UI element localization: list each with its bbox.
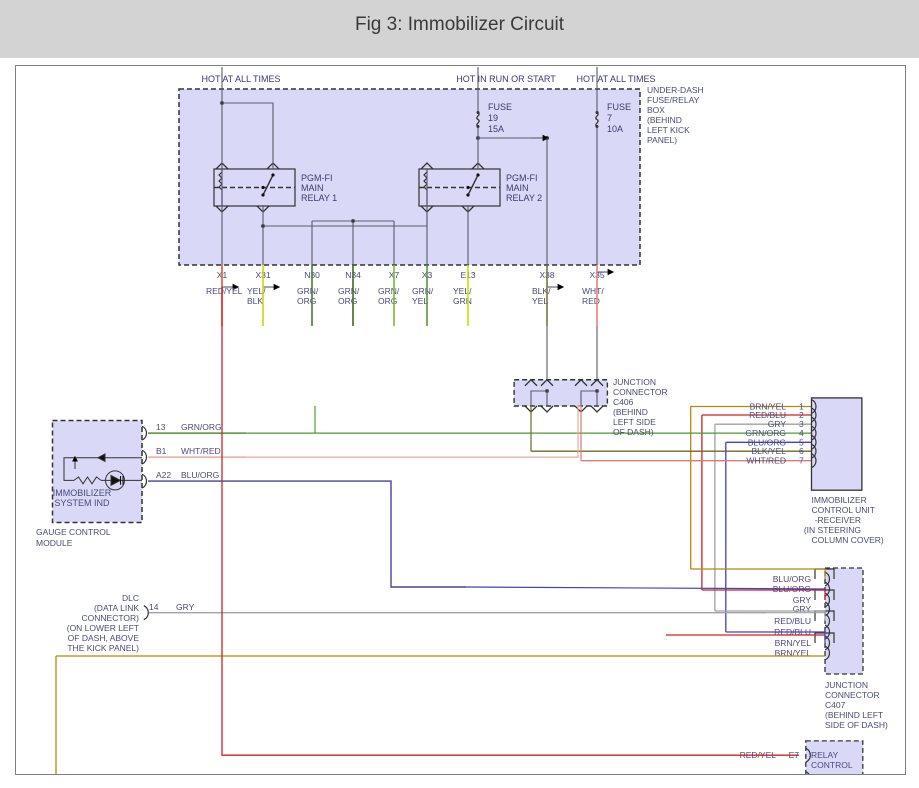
- svg-text:YEL: YEL: [412, 296, 428, 306]
- svg-text:BLU/ORG: BLU/ORG: [181, 470, 219, 480]
- svg-text:LEFT KICK: LEFT KICK: [647, 125, 690, 135]
- svg-text:C407: C407: [825, 700, 846, 710]
- svg-text:CONTROL UNIT: CONTROL UNIT: [812, 505, 875, 515]
- svg-text:GRY: GRY: [176, 602, 195, 612]
- svg-text:GRN/ORG: GRN/ORG: [181, 422, 222, 432]
- svg-text:JUNCTION: JUNCTION: [613, 377, 656, 387]
- svg-text:ORG: ORG: [297, 296, 316, 306]
- svg-text:PGM-FI: PGM-FI: [301, 173, 333, 183]
- svg-text:C406: C406: [613, 397, 634, 407]
- svg-text:BRN/YEL: BRN/YEL: [740, 773, 777, 774]
- svg-text:(BEHIND: (BEHIND: [613, 407, 648, 417]
- svg-text:PANEL): PANEL): [647, 135, 677, 145]
- svg-text:CONNECTOR): CONNECTOR): [82, 613, 140, 623]
- svg-text:7: 7: [607, 113, 612, 123]
- svg-text:COLUMN COVER): COLUMN COVER): [812, 535, 884, 545]
- svg-text:13: 13: [156, 422, 166, 432]
- svg-text:(DATA LINK: (DATA LINK: [94, 603, 139, 613]
- svg-text:WHT/RED: WHT/RED: [746, 456, 786, 466]
- svg-text:THE KICK PANEL): THE KICK PANEL): [67, 643, 139, 653]
- svg-text:7: 7: [799, 456, 804, 466]
- svg-text:GRN/: GRN/: [412, 286, 434, 296]
- svg-text:PGM-FI: PGM-FI: [506, 173, 538, 183]
- svg-text:RED/BLU: RED/BLU: [774, 616, 811, 626]
- svg-text:SYSTEM IND: SYSTEM IND: [54, 498, 110, 508]
- svg-text:IMMOBILIZER: IMMOBILIZER: [53, 488, 112, 498]
- svg-text:RELAY 2: RELAY 2: [506, 193, 542, 203]
- svg-text:HOT IN RUN OR START: HOT IN RUN OR START: [456, 74, 556, 84]
- svg-text:FUSE: FUSE: [488, 102, 512, 112]
- svg-text:BLK/: BLK/: [532, 286, 551, 296]
- svg-text:OF DASH): OF DASH): [613, 427, 654, 437]
- svg-text:6: 6: [799, 446, 804, 456]
- svg-text:CONNECTOR: CONNECTOR: [825, 690, 880, 700]
- svg-text:DLC: DLC: [122, 593, 139, 603]
- svg-text:MAIN: MAIN: [506, 183, 529, 193]
- svg-text:RELAY 1: RELAY 1: [301, 193, 337, 203]
- svg-text:GRN/: GRN/: [297, 286, 319, 296]
- svg-text:WHT/: WHT/: [582, 286, 604, 296]
- svg-text:BLK/YEL: BLK/YEL: [752, 446, 787, 456]
- svg-text:(ON LOWER LEFT: (ON LOWER LEFT: [67, 623, 139, 633]
- svg-text:15A: 15A: [488, 124, 504, 134]
- svg-text:CONNECTOR: CONNECTOR: [613, 387, 668, 397]
- svg-text:B1: B1: [156, 446, 167, 456]
- svg-text:-RECEIVER: -RECEIVER: [815, 515, 861, 525]
- svg-text:FUSE: FUSE: [607, 102, 631, 112]
- svg-text:(BEHIND LEFT: (BEHIND LEFT: [825, 710, 883, 720]
- svg-text:OF DASH, ABOVE: OF DASH, ABOVE: [68, 633, 140, 643]
- svg-text:BLK: BLK: [247, 296, 263, 306]
- svg-text:LEFT SIDE: LEFT SIDE: [613, 417, 656, 427]
- svg-text:BLU/ORG: BLU/ORG: [773, 574, 811, 584]
- svg-text:JUNCTION: JUNCTION: [825, 680, 868, 690]
- svg-text:ORG: ORG: [338, 296, 357, 306]
- svg-text:(IN STEERING: (IN STEERING: [804, 525, 861, 535]
- svg-text:GRN/: GRN/: [378, 286, 400, 296]
- svg-text:HOT AT ALL TIMES: HOT AT ALL TIMES: [576, 74, 655, 84]
- svg-text:14: 14: [149, 602, 159, 612]
- svg-text:YEL/: YEL/: [453, 286, 472, 296]
- svg-text:(BEHIND: (BEHIND: [647, 115, 682, 125]
- svg-text:MAIN: MAIN: [301, 183, 324, 193]
- svg-text:A22: A22: [156, 470, 171, 480]
- svg-text:CONTROL: CONTROL: [811, 760, 853, 770]
- svg-text:UNDER-DASH: UNDER-DASH: [647, 85, 704, 95]
- svg-text:GRN: GRN: [453, 296, 472, 306]
- svg-text:MODULE: MODULE: [36, 538, 73, 548]
- svg-text:YEL: YEL: [532, 296, 548, 306]
- svg-text:RELAY: RELAY: [811, 750, 839, 760]
- svg-text:HOT AT ALL TIMES: HOT AT ALL TIMES: [201, 74, 280, 84]
- svg-text:19: 19: [488, 113, 498, 123]
- svg-text:GRN/: GRN/: [338, 286, 360, 296]
- svg-text:WHT/RED: WHT/RED: [181, 446, 221, 456]
- svg-text:RED/YEL: RED/YEL: [206, 286, 243, 296]
- svg-text:BOX: BOX: [647, 105, 665, 115]
- svg-text:IMMOBILIZER: IMMOBILIZER: [812, 495, 867, 505]
- svg-text:FUSE/RELAY: FUSE/RELAY: [647, 95, 700, 105]
- svg-text:BRN/YEL: BRN/YEL: [775, 638, 812, 648]
- svg-text:SIDE OF DASH): SIDE OF DASH): [825, 720, 888, 730]
- svg-text:E3: E3: [789, 773, 800, 774]
- svg-text:GAUGE CONTROL: GAUGE CONTROL: [36, 527, 111, 537]
- svg-text:10A: 10A: [607, 124, 623, 134]
